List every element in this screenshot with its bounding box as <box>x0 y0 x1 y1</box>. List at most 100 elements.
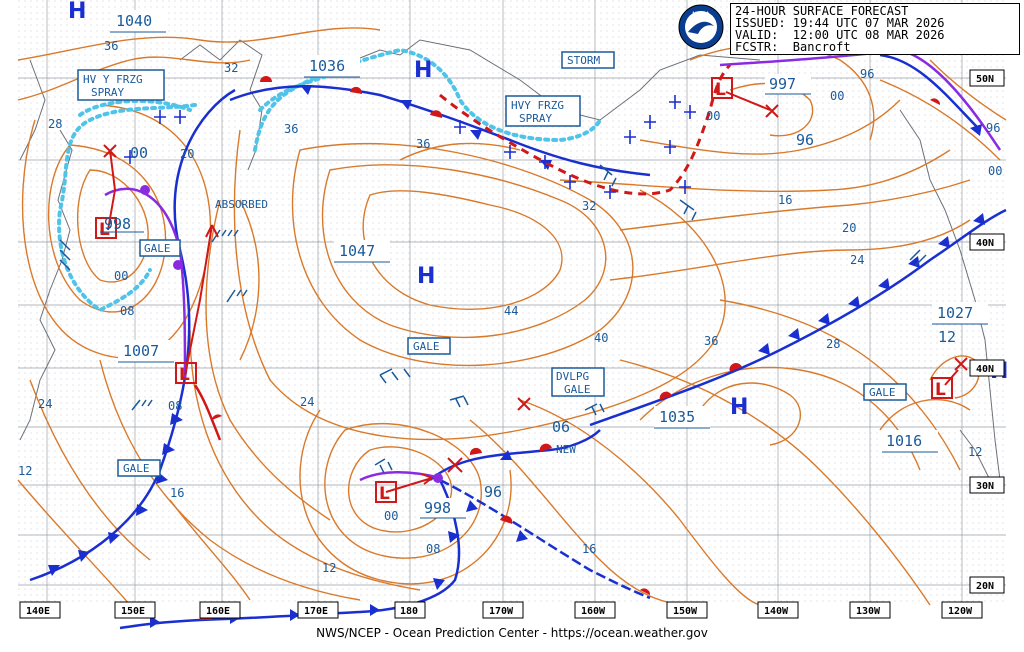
gale-label-2: GALE <box>413 340 440 353</box>
gale-label-1: GALE <box>144 242 171 255</box>
icing-symbols <box>124 95 696 199</box>
header-title: 24-HOUR SURFACE FORECAST <box>735 4 909 18</box>
svg-text:08: 08 <box>426 542 440 556</box>
absorbed-label: ABSORBED <box>215 198 268 211</box>
svg-text:40N: 40N <box>976 364 994 375</box>
svg-text:L: L <box>715 80 726 100</box>
pressure-06-label: 06 <box>552 418 570 436</box>
freezing-spray-boundary <box>57 47 602 313</box>
svg-text:40: 40 <box>594 331 608 345</box>
svg-text:20: 20 <box>842 221 856 235</box>
svg-text:L: L <box>379 484 390 504</box>
svg-text:32: 32 <box>224 61 238 75</box>
svg-text:180: 180 <box>400 606 418 617</box>
svg-text:120W: 120W <box>948 606 973 617</box>
svg-text:50N: 50N <box>976 74 994 85</box>
svg-text:170W: 170W <box>489 606 514 617</box>
svg-text:36: 36 <box>416 137 430 151</box>
svg-text:NOAA: NOAA <box>692 11 710 18</box>
svg-text:L: L <box>99 220 110 240</box>
pressure-labels: 1040 1036 1047 1035 1027 998 1007 998 99… <box>100 10 988 519</box>
noaa-logo: NOAA <box>678 4 724 50</box>
hvy-frzg-spray-label-east: HVY FRZG SPRAY <box>511 99 564 125</box>
hvy-frzg-spray-label-west-1: HV Y FRZG SPRAY <box>83 73 143 99</box>
pressure-1007: 1007 <box>123 342 159 360</box>
high-marker-1036: H <box>414 58 432 83</box>
svg-text:160E: 160E <box>206 606 230 617</box>
header-issued: ISSUED: 19:44 UTC 07 MAR 2026 <box>735 16 945 30</box>
pressure-1036: 1036 <box>309 57 345 75</box>
header-forecaster: FCSTR: Bancroft <box>735 40 851 54</box>
svg-text:24: 24 <box>38 397 52 411</box>
pressure-998-west: 998 <box>104 215 131 233</box>
svg-text:96: 96 <box>484 483 502 501</box>
latitude-ticks: 50N 40N 40N 30N 20N <box>969 69 1005 594</box>
wind-barbs <box>59 164 927 474</box>
annotation-labels: ABSORBED NEW 00 06 96 12 <box>130 131 956 456</box>
isobars <box>17 15 1007 606</box>
svg-text:L: L <box>935 380 946 400</box>
svg-text:00: 00 <box>706 109 720 123</box>
svg-text:L: L <box>179 365 190 385</box>
pressure-1035: 1035 <box>659 408 695 426</box>
header-valid: VALID: 12:00 UTC 08 MAR 2026 <box>735 28 945 42</box>
svg-text:16: 16 <box>170 486 184 500</box>
svg-text:150E: 150E <box>121 606 145 617</box>
svg-text:96: 96 <box>860 67 874 81</box>
cold-front-east <box>589 208 1007 427</box>
pressure-1040: 1040 <box>116 12 152 30</box>
svg-text:40N: 40N <box>976 238 994 249</box>
svg-text:28: 28 <box>826 337 840 351</box>
high-marker-1035: H <box>730 395 748 420</box>
front-south <box>119 429 651 630</box>
isobar-labels: 36 32 28 36 36 00 20 32 16 20 24 44 40 3… <box>18 39 1002 575</box>
longitude-ticks: 140E 150E 160E 170E 180 170W 160W 150W 1… <box>19 601 983 619</box>
low-markers: L L L L L <box>95 77 953 504</box>
pressure-12-label: 12 <box>938 328 956 346</box>
svg-text:28: 28 <box>48 117 62 131</box>
svg-text:140E: 140E <box>26 606 50 617</box>
svg-text:00: 00 <box>114 269 128 283</box>
svg-text:30N: 30N <box>976 481 994 492</box>
pressure-00-label: 00 <box>130 144 148 162</box>
svg-text:16: 16 <box>582 542 596 556</box>
svg-text:96: 96 <box>986 121 1000 135</box>
pressure-997: 997 <box>769 75 796 93</box>
svg-text:16: 16 <box>778 193 792 207</box>
svg-text:08: 08 <box>168 399 182 413</box>
svg-text:160W: 160W <box>581 606 606 617</box>
svg-text:00: 00 <box>988 164 1002 178</box>
svg-text:20: 20 <box>180 147 194 161</box>
warm-front-west <box>193 384 222 441</box>
dvlpg-gale-label: DVLPG GALE <box>556 370 591 396</box>
svg-text:20N: 20N <box>976 581 994 592</box>
svg-text:12: 12 <box>18 464 32 478</box>
svg-text:36: 36 <box>104 39 118 53</box>
svg-text:44: 44 <box>504 304 518 318</box>
svg-text:32: 32 <box>582 199 596 213</box>
gale-label-3: GALE <box>123 462 150 475</box>
pressure-998-south: 998 <box>424 499 451 517</box>
new-label: NEW <box>556 443 576 456</box>
svg-text:00: 00 <box>830 89 844 103</box>
aleutian-front <box>229 76 651 177</box>
svg-text:24: 24 <box>850 253 864 267</box>
coastline <box>19 39 1001 491</box>
svg-text:12: 12 <box>968 445 982 459</box>
svg-text:140W: 140W <box>764 606 789 617</box>
high-marker-1040: H <box>68 0 86 24</box>
footer-credit: NWS/NCEP - Ocean Prediction Center - htt… <box>316 626 708 640</box>
storm-label: STORM <box>567 54 600 67</box>
svg-text:170E: 170E <box>304 606 328 617</box>
svg-text:36: 36 <box>284 122 298 136</box>
pressure-1047: 1047 <box>339 242 375 260</box>
svg-text:36: 36 <box>704 334 718 348</box>
svg-text:24: 24 <box>300 395 314 409</box>
svg-text:150W: 150W <box>673 606 698 617</box>
forecast-header: 24-HOUR SURFACE FORECAST ISSUED: 19:44 U… <box>730 3 1020 55</box>
storm-tracks <box>103 91 968 493</box>
svg-text:130W: 130W <box>856 606 881 617</box>
gale-label-4: GALE <box>869 386 896 399</box>
warning-labels: HV Y FRZG SPRAY HVY FRZG SPRAY STORM GALE … <box>77 51 907 477</box>
